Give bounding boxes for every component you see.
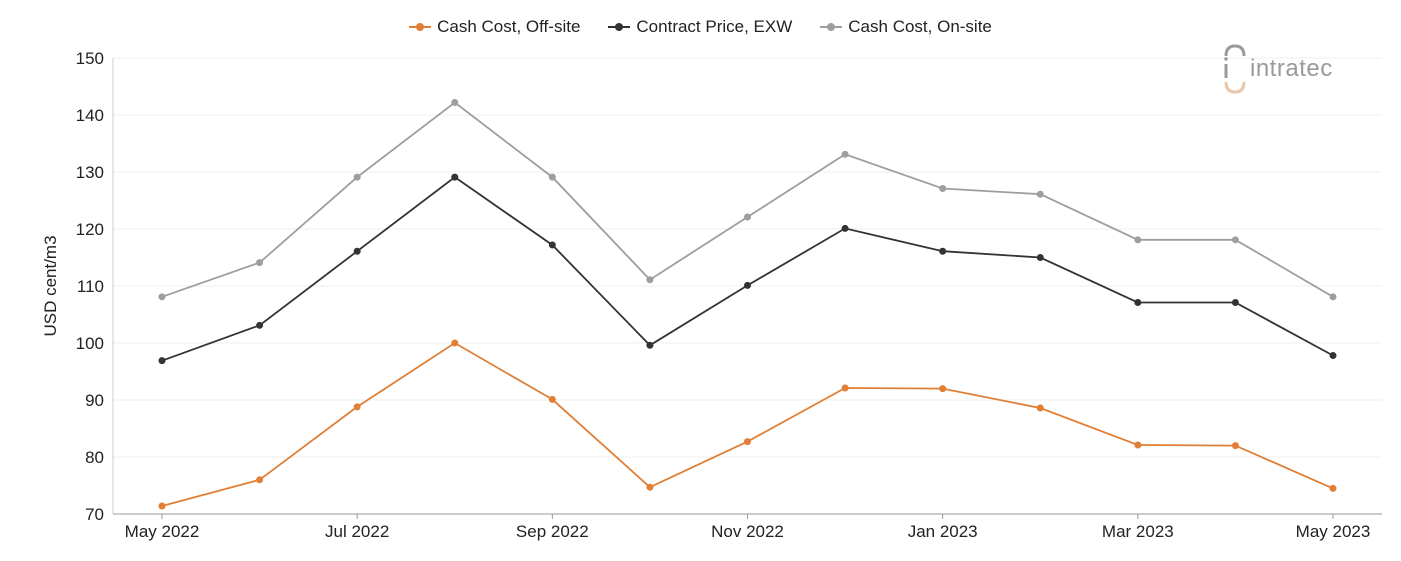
legend-swatch [820,22,843,32]
data-point [1329,352,1337,360]
chart-legend: Cash Cost, Off-site Contract Price, EXW Ca… [0,17,1401,37]
data-point [1134,299,1142,307]
legend-swatch [409,22,432,32]
legend-item: Cash Cost, Off-site [409,17,580,37]
legend-label: Contract Price, EXW [636,17,793,36]
data-point [841,384,849,392]
logo-text: intratec [1250,55,1333,82]
data-point [548,173,556,181]
data-point [548,395,556,403]
grid-lines [113,57,1382,458]
y-axis-title: USD cent/m3 [41,235,60,336]
data-point [1036,404,1044,412]
x-tick-label: Nov 2022 [711,522,784,541]
data-point [744,281,751,289]
data-point [256,476,264,484]
y-tick-label: 90 [85,391,104,410]
series-1 [158,173,1337,365]
data-point [353,247,361,255]
data-point [451,173,459,181]
data-point [744,213,751,221]
y-tick-label: 140 [76,106,104,125]
data-point [646,276,654,284]
data-point [451,339,459,347]
data-point [451,98,459,106]
data-point [158,502,166,510]
data-point [1231,442,1239,450]
data-point [744,438,751,446]
series-0 [158,339,1337,510]
data-point [939,247,947,255]
data-point [1134,236,1142,244]
data-point [1231,299,1239,307]
data-point [841,150,849,158]
data-point [841,224,849,232]
legend-item: Contract Price, EXW [608,17,792,37]
x-tick-label: Sep 2022 [516,522,589,541]
y-tick-label: 130 [76,163,104,182]
y-tick-label: 80 [85,448,104,467]
data-point [1329,484,1337,492]
y-tick-label: 120 [76,220,104,239]
x-tick-label: Mar 2023 [1102,522,1174,541]
series-2 [158,98,1337,301]
legend-label: Cash Cost, Off-site [437,17,581,36]
x-tick-label: Jan 2023 [908,522,978,541]
data-point [646,341,654,349]
data-point [353,403,361,411]
data-point [256,321,264,329]
data-point [1329,293,1337,301]
intratec-logo: intratec [1222,44,1333,94]
legend-label: Cash Cost, On-site [848,17,992,36]
data-point [158,293,166,301]
y-tick-label: 110 [77,277,104,296]
data-point [256,259,264,267]
data-point [158,357,166,365]
series-line [161,341,1334,507]
intratec-logo-icon [1224,44,1246,94]
data-point [1036,254,1044,261]
x-axis-ticks: May 2022 Jul 2022 Sep 2022 Nov 2022 Jan 2023… [125,514,1371,541]
y-tick-label: 70 [85,505,104,524]
x-tick-label: May 2022 [125,522,200,541]
x-tick-label: May 2023 [1296,522,1371,541]
legend-swatch [608,22,631,32]
data-point [646,483,654,491]
y-tick-label: 150 [76,49,104,68]
series-line [161,101,1334,298]
data-point [1036,190,1044,198]
data-point [1134,441,1142,449]
data-point [939,385,947,393]
y-tick-label: 100 [76,334,104,353]
data-point [1231,236,1239,244]
y-axis-ticks: 70 80 90 100 110 120 130 140 150 [76,49,104,524]
data-point [548,241,556,249]
data-point [353,173,361,181]
x-tick-label: Jul 2022 [325,522,389,541]
series-group [158,98,1337,510]
data-point [939,185,947,193]
series-line [161,175,1334,362]
legend-item: Cash Cost, On-site [820,17,992,37]
